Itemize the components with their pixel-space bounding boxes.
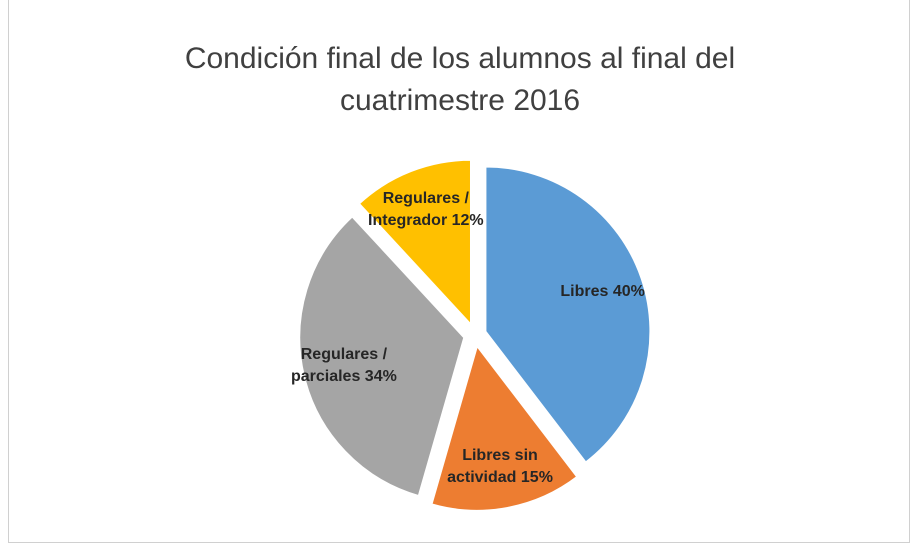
chart-frame (8, 0, 910, 543)
value-label: 12% (451, 211, 484, 229)
value-label: 40% (612, 282, 645, 300)
value-label: 34% (364, 368, 397, 386)
value-label: 15% (520, 469, 553, 487)
data-label: Regulares / Integrador 12% (361, 188, 491, 232)
chart-title: Condición final de los alumnos al final … (184, 42, 736, 117)
pie-slice (298, 215, 466, 498)
category-label: Regulares / parciales (290, 346, 388, 386)
data-label: Libres 40% (538, 281, 668, 303)
pie-slice (430, 343, 579, 512)
pie-slice (357, 158, 472, 328)
data-label: Libres sin actividad 15% (435, 445, 565, 489)
category-label: Regulares / Integrador (368, 189, 469, 229)
category-label: Libres (560, 282, 609, 300)
data-label: Regulares / parciales 34% (279, 344, 409, 388)
category-label: Libres sin actividad (447, 447, 538, 487)
pie-slice (484, 165, 652, 464)
